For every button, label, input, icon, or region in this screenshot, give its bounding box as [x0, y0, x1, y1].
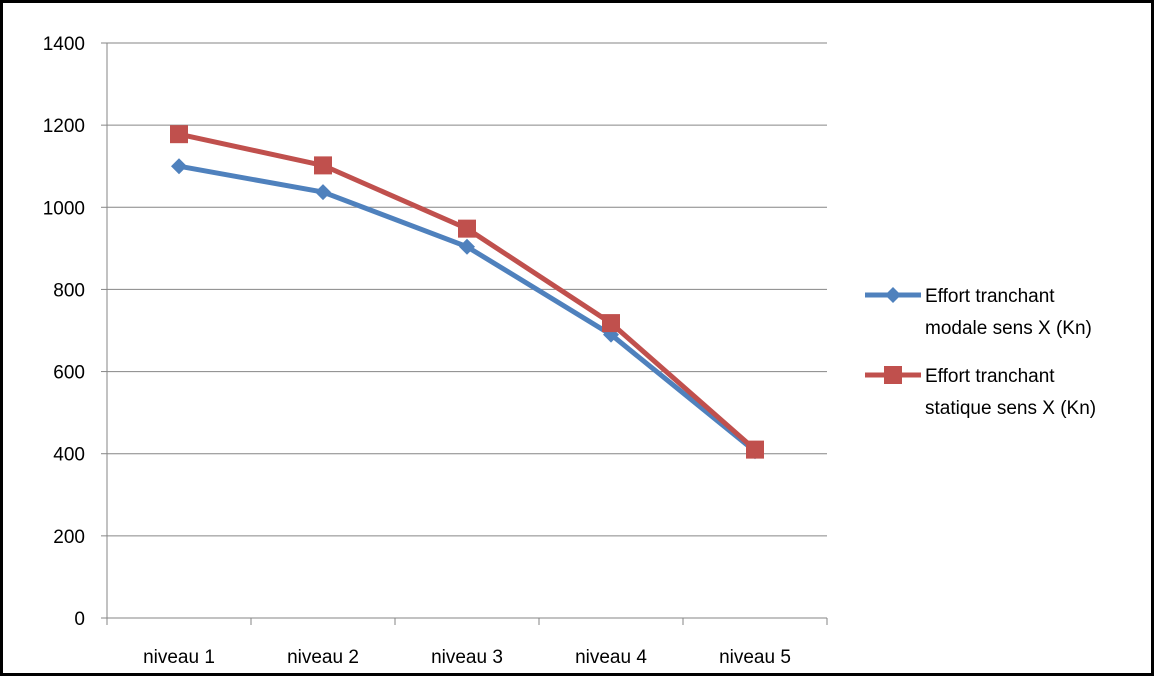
- x-tick-label: niveau 2: [287, 647, 359, 668]
- y-tick-label: 0: [74, 609, 85, 630]
- x-tick-label: niveau 4: [575, 647, 647, 668]
- y-tick-label: 1200: [43, 116, 85, 137]
- data-point: [458, 219, 476, 238]
- data-point: [315, 184, 331, 201]
- y-tick-label: 800: [53, 280, 85, 301]
- data-point: [746, 440, 764, 459]
- line-chart: 0 200 400 600 800 1000 1200 1400 niveau 1 niveau …: [43, 34, 1096, 668]
- y-tick-label: 1400: [43, 34, 85, 55]
- series-line: [176, 163, 758, 454]
- y-tick-label: 400: [53, 445, 85, 466]
- x-tick-label: niveau 3: [431, 647, 503, 668]
- y-tick-label: 1000: [43, 198, 85, 219]
- series-1: [171, 158, 763, 460]
- x-tick-label: niveau 1: [143, 647, 215, 668]
- legend-entry: Effort tranchant statique sens X (Kn): [865, 366, 1096, 419]
- data-point: [602, 314, 620, 333]
- legend-label: Effort tranchant: [925, 366, 1055, 387]
- series-group: [170, 125, 764, 460]
- legend-swatch-marker: [885, 287, 901, 303]
- axes: 0 200 400 600 800 1000 1200 1400 niveau 1 niveau …: [43, 34, 828, 668]
- y-tick-label: 200: [53, 527, 85, 548]
- y-tick-label: 600: [53, 363, 85, 384]
- legend-swatch-marker: [884, 366, 902, 384]
- legend-label: modale sens X (Kn): [925, 318, 1092, 339]
- legend-label: Effort tranchant: [925, 286, 1055, 307]
- legend-label: statique sens X (Kn): [925, 398, 1096, 419]
- data-point: [459, 238, 475, 255]
- x-tick-label: niveau 5: [719, 647, 791, 668]
- legend-entry: Effort tranchant modale sens X (Kn): [865, 286, 1092, 339]
- series-2: [170, 125, 764, 459]
- data-point: [314, 156, 332, 175]
- gridlines: [107, 42, 827, 537]
- data-point: [170, 125, 188, 144]
- data-point: [171, 158, 187, 175]
